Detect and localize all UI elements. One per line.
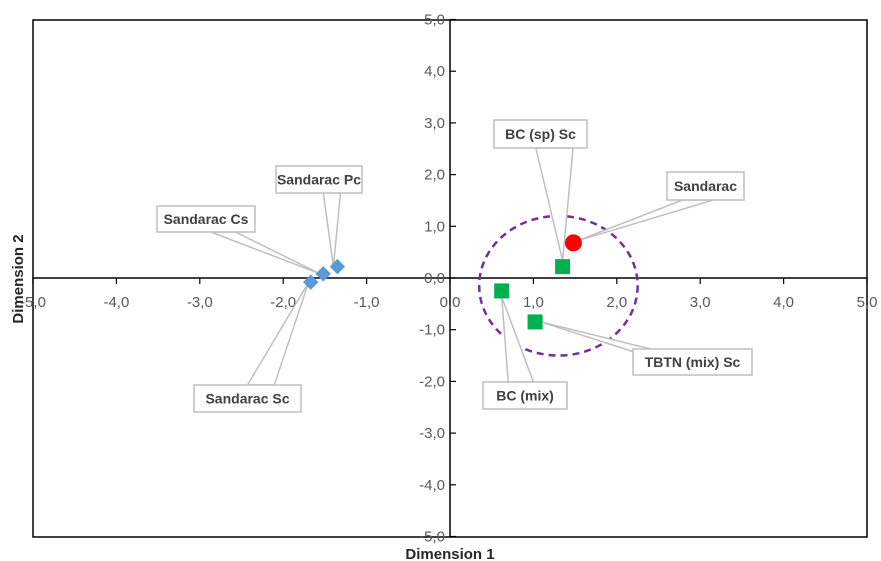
callout-box bbox=[632, 348, 753, 376]
x-tick-label: -1,0 bbox=[354, 294, 380, 311]
y-tick-label: 0,0 bbox=[424, 270, 445, 287]
callout-box bbox=[156, 205, 256, 233]
y-tick-label: 4,0 bbox=[424, 63, 445, 80]
callout-box bbox=[193, 384, 302, 413]
y-tick-label: 3,0 bbox=[424, 115, 445, 132]
x-tick-label: 2,0 bbox=[606, 294, 627, 311]
y-tick-label: 5,0 bbox=[424, 12, 445, 29]
callout-box bbox=[482, 381, 568, 410]
x-tick-label: -5,0 bbox=[20, 294, 46, 311]
diamond-point bbox=[315, 266, 331, 282]
y-axis-title: Dimension 2 bbox=[10, 234, 27, 323]
x-tick-label: 1,0 bbox=[523, 294, 544, 311]
x-tick-label: -4,0 bbox=[103, 294, 129, 311]
diamond-point bbox=[303, 274, 319, 290]
callout-box bbox=[666, 171, 745, 201]
data-label: TBTN (mix) Sc bbox=[645, 354, 741, 370]
callout-box bbox=[275, 165, 363, 194]
y-tick-label: -4,0 bbox=[419, 477, 445, 494]
data-label: Sandarac bbox=[674, 178, 737, 194]
x-tick-label: -2,0 bbox=[270, 294, 296, 311]
y-tick-label: -1,0 bbox=[419, 322, 445, 339]
data-label: Sandarac Pc bbox=[277, 172, 361, 188]
data-label: Sandarac Sc bbox=[205, 391, 289, 407]
diamond-point bbox=[329, 258, 346, 275]
square-point bbox=[527, 314, 543, 330]
data-label: Sandarac Cs bbox=[164, 211, 249, 227]
x-tick-label: 3,0 bbox=[690, 294, 711, 311]
x-tick-label: 4,0 bbox=[773, 294, 794, 311]
square-point bbox=[494, 283, 510, 299]
x-axis-title: Dimension 1 bbox=[405, 546, 494, 561]
x-tick-label: 5,0 bbox=[857, 294, 878, 311]
y-tick-label: -3,0 bbox=[419, 425, 445, 442]
y-tick-label: -5,0 bbox=[419, 529, 445, 546]
x-tick-label: -3,0 bbox=[187, 294, 213, 311]
x-tick-label: 0,0 bbox=[440, 294, 461, 311]
callout-box bbox=[493, 119, 588, 149]
circle-point bbox=[564, 234, 582, 252]
y-tick-label: 2,0 bbox=[424, 167, 445, 184]
data-label: BC (mix) bbox=[496, 388, 554, 404]
square-point bbox=[555, 259, 571, 275]
y-tick-label: -2,0 bbox=[419, 373, 445, 390]
y-tick-label: 1,0 bbox=[424, 218, 445, 235]
data-label: BC (sp) Sc bbox=[505, 126, 576, 142]
